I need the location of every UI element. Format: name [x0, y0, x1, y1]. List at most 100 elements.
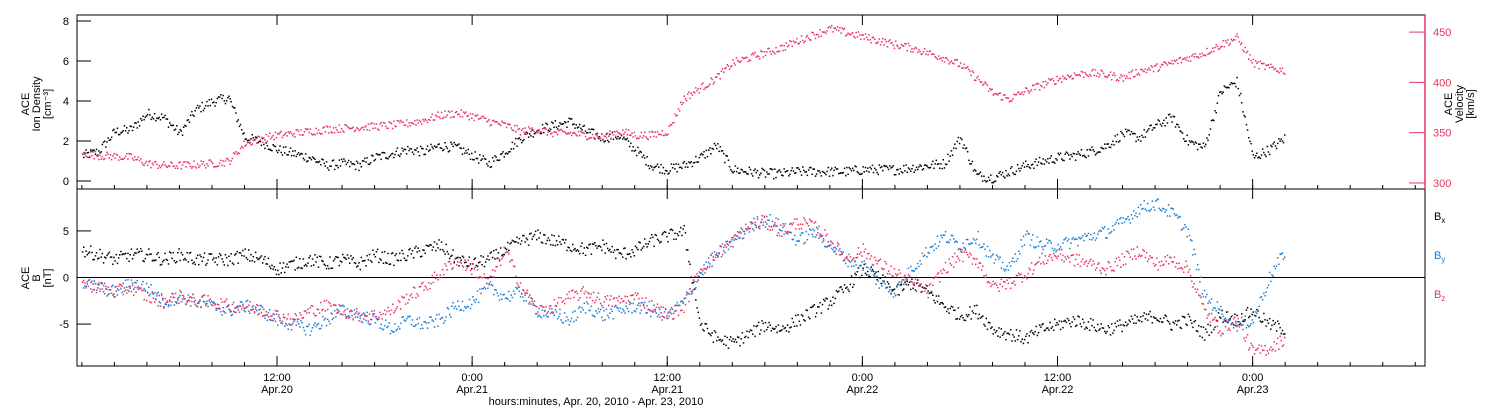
data-point [797, 167, 799, 169]
data-point [546, 123, 548, 126]
data-point [1176, 123, 1178, 125]
data-point [1208, 134, 1210, 136]
data-point [940, 302, 942, 304]
data-point [675, 309, 677, 312]
data-point [165, 118, 167, 120]
data-point [301, 134, 303, 136]
data-point [728, 240, 731, 243]
data-point [1246, 50, 1249, 53]
data-point [1244, 116, 1246, 118]
data-point [367, 259, 370, 261]
data-point [345, 317, 347, 319]
data-point [562, 239, 565, 241]
data-point [1170, 207, 1172, 209]
data-point [786, 170, 789, 172]
data-point [171, 257, 173, 260]
data-point [761, 215, 763, 217]
data-point [799, 324, 802, 326]
data-point [540, 132, 543, 135]
data-point [396, 328, 399, 330]
data-point [1069, 247, 1071, 250]
data-point [1228, 320, 1230, 322]
data-point [730, 168, 732, 171]
data-point [458, 143, 460, 145]
data-point [1088, 148, 1091, 151]
data-point [1260, 154, 1263, 156]
data-point [610, 295, 612, 297]
data-point [698, 92, 701, 94]
data-point [1134, 214, 1136, 217]
data-point [1115, 79, 1118, 82]
data-point [707, 149, 710, 151]
data-point [663, 134, 666, 137]
data-point [804, 40, 806, 42]
data-point [987, 176, 990, 179]
data-point [445, 243, 447, 246]
data-point [364, 126, 366, 128]
data-point [664, 308, 667, 311]
data-point [534, 132, 537, 135]
data-point [1192, 254, 1194, 256]
data-point [814, 37, 817, 40]
data-point [778, 228, 781, 231]
data-point [587, 247, 589, 249]
data-point [192, 114, 194, 116]
data-point [225, 157, 228, 160]
data-point [1202, 295, 1205, 298]
data-point [572, 123, 574, 126]
data-point [975, 79, 977, 82]
data-point [800, 174, 803, 176]
data-point [1119, 140, 1121, 142]
data-point [1108, 146, 1111, 148]
data-point [724, 161, 726, 164]
data-point [732, 59, 734, 61]
data-point [690, 290, 692, 293]
data-point [353, 309, 356, 311]
data-point [1112, 225, 1114, 227]
data-point [702, 269, 704, 272]
data-point [561, 130, 564, 132]
data-point [1090, 317, 1092, 320]
data-point [543, 315, 545, 317]
data-point [188, 252, 191, 254]
data-point [883, 164, 885, 167]
data-point [559, 129, 561, 131]
data-point [582, 309, 584, 311]
data-point [1209, 52, 1212, 54]
data-point [712, 341, 715, 343]
data-point [1005, 268, 1007, 271]
data-point [781, 329, 783, 331]
data-point [1158, 120, 1161, 122]
data-point [832, 249, 834, 251]
data-point [764, 54, 767, 57]
data-point [426, 145, 429, 147]
data-point [985, 274, 987, 276]
data-point [886, 166, 889, 169]
data-point [404, 124, 407, 126]
data-point [849, 168, 852, 170]
data-point [290, 324, 293, 326]
data-point [83, 246, 85, 248]
data-point [284, 316, 286, 319]
data-point [126, 286, 128, 288]
data-point [368, 253, 371, 256]
data-point [482, 115, 485, 118]
data-point [620, 133, 623, 136]
data-point [865, 266, 868, 268]
data-point [714, 76, 717, 78]
data-point [1079, 75, 1082, 77]
data-point [897, 293, 899, 296]
data-point [1106, 76, 1108, 79]
data-point [173, 260, 176, 262]
data-point [997, 286, 999, 289]
data-point [1281, 329, 1284, 332]
data-point [202, 294, 205, 297]
data-point [346, 254, 349, 256]
data-point [336, 308, 338, 311]
data-point [129, 254, 131, 256]
data-point [661, 130, 663, 132]
data-point [932, 294, 934, 296]
data-point [203, 252, 206, 254]
data-point [768, 47, 770, 50]
data-point [181, 254, 184, 256]
